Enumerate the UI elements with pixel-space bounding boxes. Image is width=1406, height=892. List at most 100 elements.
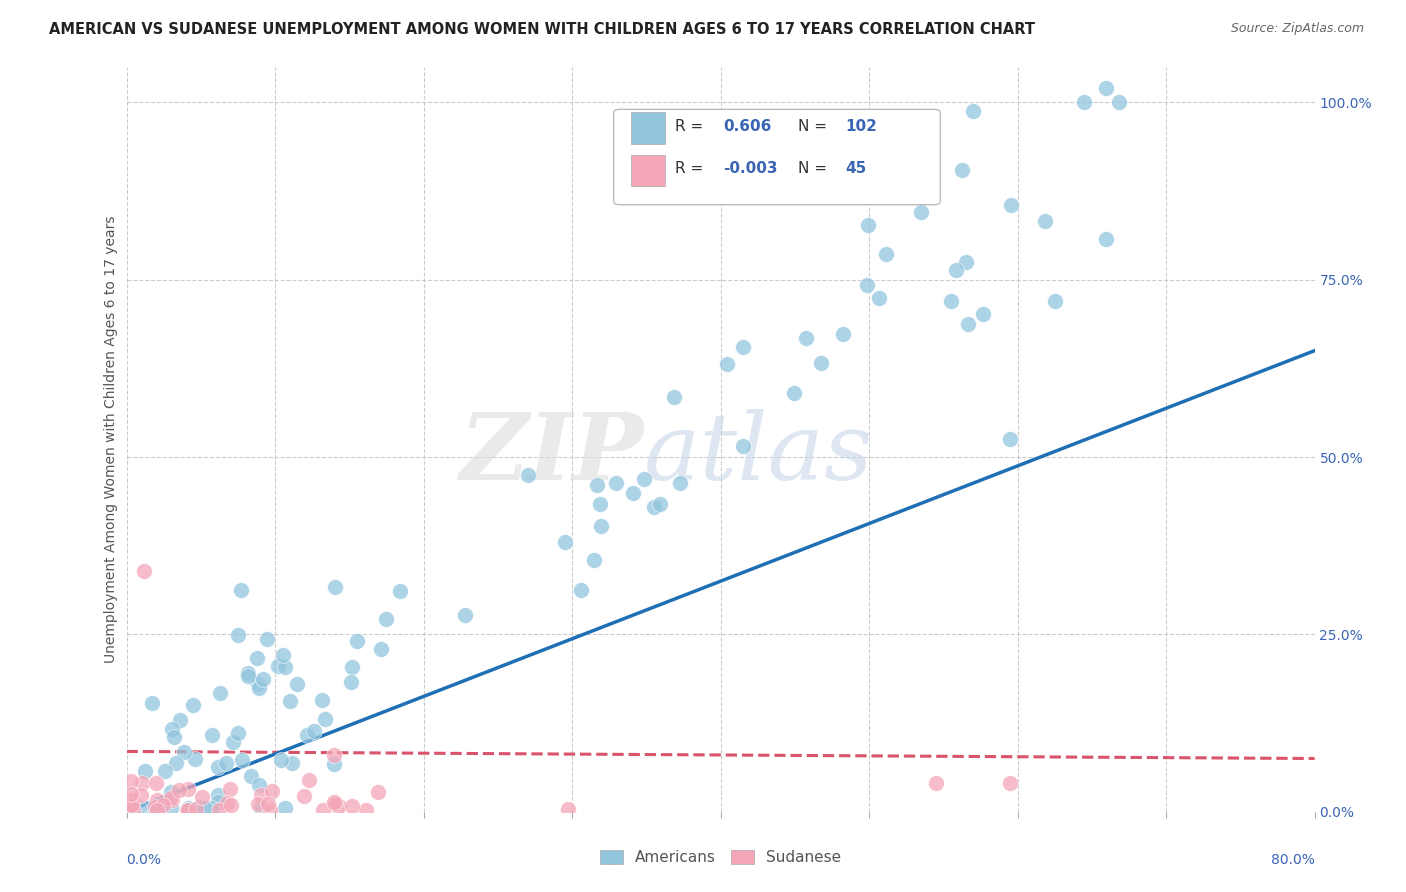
Text: N =: N = [797,119,832,134]
Point [998,433,1021,447]
Point [633,472,655,486]
Point [388,583,411,598]
FancyBboxPatch shape [631,155,665,186]
Point [270,753,292,767]
Point [215,796,238,810]
Point [589,498,612,512]
Point [162,723,184,737]
Point [910,205,932,219]
Text: 45: 45 [845,161,866,177]
Point [346,634,368,648]
Point [207,795,229,809]
Point [794,331,817,345]
FancyBboxPatch shape [631,112,665,144]
Point [731,340,754,354]
Point [274,801,297,815]
Point [323,747,346,762]
Point [181,698,204,712]
Point [945,262,967,277]
Y-axis label: Unemployment Among Women with Children Ages 6 to 17 years: Unemployment Among Women with Children A… [104,216,118,663]
Point [145,776,167,790]
Point [271,648,294,662]
Point [297,728,319,742]
Text: -0.003: -0.003 [723,161,778,177]
Text: ZIP: ZIP [460,409,644,500]
Point [731,439,754,453]
Point [643,500,665,514]
Point [326,798,349,813]
Point [188,800,211,814]
Point [134,764,156,778]
Point [1073,95,1095,110]
Point [957,317,980,331]
Point [998,776,1021,790]
Point [219,781,242,796]
Point [311,692,333,706]
Point [250,801,273,815]
Point [207,788,229,802]
Point [143,800,166,814]
Point [281,756,304,770]
Point [312,803,335,817]
Text: AMERICAN VS SUDANESE UNEMPLOYMENT AMONG WOMEN WITH CHILDREN AGES 6 TO 17 YEARS C: AMERICAN VS SUDANESE UNEMPLOYMENT AMONG … [49,22,1035,37]
Point [239,769,262,783]
Point [925,776,948,790]
Point [246,651,269,665]
Point [259,803,281,817]
Point [131,775,153,789]
Point [810,356,832,370]
Point [256,797,278,811]
Point [669,476,692,491]
Point [304,723,326,738]
Text: 0.606: 0.606 [723,119,772,134]
Point [328,799,350,814]
Point [186,802,208,816]
Point [221,798,243,813]
Point [194,801,217,815]
Point [246,676,269,690]
Point [323,580,346,594]
Point [160,793,183,807]
Point [831,326,853,341]
Point [621,485,644,500]
Point [292,789,315,804]
Point [340,675,363,690]
Point [145,793,167,807]
Point [1094,232,1116,246]
Point [120,788,142,802]
Point [208,686,231,700]
Point [121,803,143,817]
Text: 80.0%: 80.0% [1271,853,1315,867]
Point [650,496,672,510]
Point [247,681,270,695]
Text: R =: R = [675,161,709,177]
Text: Source: ZipAtlas.com: Source: ZipAtlas.com [1230,22,1364,36]
Point [142,801,165,815]
Point [129,788,152,802]
Point [207,760,229,774]
Point [375,612,398,626]
Text: 0.0%: 0.0% [127,853,162,867]
Point [200,801,222,815]
Point [952,162,974,177]
Point [868,291,890,305]
Point [176,803,198,817]
Text: R =: R = [675,119,709,134]
Point [589,519,612,533]
Text: N =: N = [797,161,832,177]
Point [323,797,346,811]
Point [322,795,344,809]
Point [177,781,200,796]
Point [262,784,284,798]
Point [121,797,143,812]
Point [342,660,364,674]
Point [153,764,176,778]
Point [238,665,260,680]
Point [354,803,377,817]
Point [146,801,169,815]
Point [314,712,336,726]
Point [605,476,627,491]
Point [229,582,252,597]
Point [298,773,321,788]
Point [190,790,212,805]
